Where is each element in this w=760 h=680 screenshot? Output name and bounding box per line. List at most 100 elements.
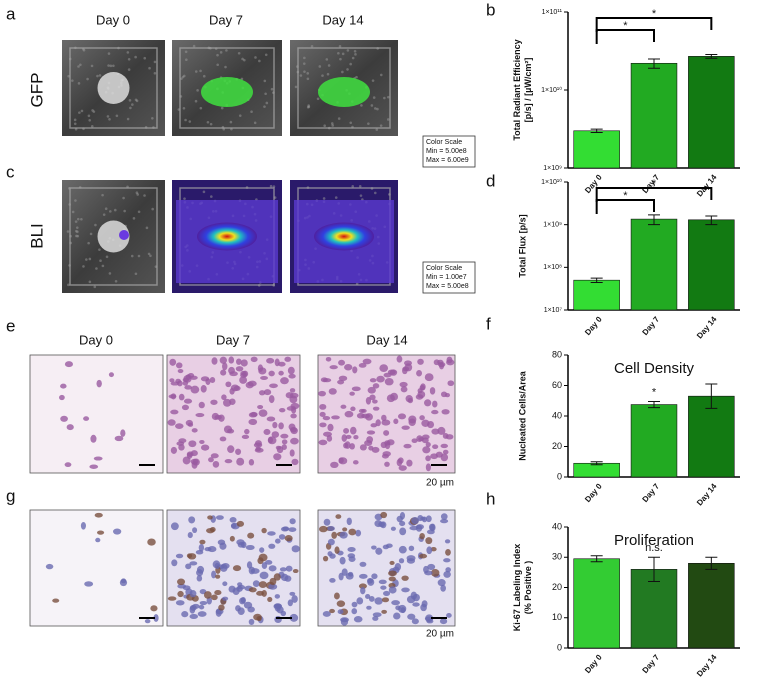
- cell: [370, 423, 378, 428]
- cell: [430, 569, 440, 577]
- cell: [229, 398, 236, 405]
- cell: [398, 465, 407, 471]
- cell: [268, 543, 276, 549]
- cell: [289, 392, 299, 399]
- x-tick-label: Day 7: [641, 314, 662, 337]
- bli-spot: [119, 230, 129, 240]
- cell: [376, 375, 385, 383]
- cell: [318, 390, 326, 397]
- cell: [440, 513, 448, 520]
- cell: [201, 444, 210, 451]
- row-label: BLI: [27, 223, 46, 249]
- cell: [318, 439, 328, 446]
- cell: [327, 423, 334, 432]
- texture: [196, 89, 199, 92]
- cell: [241, 434, 250, 440]
- cell: [228, 366, 235, 375]
- cell: [207, 515, 213, 520]
- cell: [366, 430, 376, 435]
- cell: [263, 428, 271, 435]
- cell: [329, 365, 338, 370]
- cell: [291, 458, 299, 466]
- cell: [273, 573, 281, 581]
- cell: [83, 416, 90, 421]
- cell: [289, 518, 296, 525]
- cell: [222, 596, 229, 601]
- cell: [150, 605, 158, 612]
- cell: [284, 356, 292, 362]
- cell: [197, 611, 207, 617]
- texture: [90, 125, 94, 128]
- cell: [400, 607, 406, 614]
- panel-letter: b: [486, 0, 495, 19]
- x-tick-label: Day 7: [641, 481, 662, 504]
- cell: [372, 383, 380, 389]
- bar: [630, 218, 678, 311]
- color-scale-max: Max = 5.00e8: [426, 283, 469, 290]
- texture: [299, 74, 303, 77]
- texture: [130, 254, 134, 258]
- texture: [104, 207, 108, 211]
- cell: [390, 526, 396, 531]
- cell: [289, 388, 296, 393]
- texture: [147, 252, 151, 256]
- cell: [210, 399, 218, 405]
- bar: [630, 62, 678, 169]
- cell: [255, 446, 261, 452]
- cell: [358, 363, 367, 368]
- gel: [97, 72, 130, 104]
- texture: [375, 128, 379, 131]
- texture: [107, 64, 110, 67]
- cell: [444, 539, 451, 544]
- texture: [91, 109, 94, 112]
- cell: [320, 377, 328, 383]
- texture: [339, 57, 342, 61]
- cell: [273, 453, 282, 461]
- texture: [359, 194, 363, 197]
- texture: [95, 267, 98, 270]
- cell: [322, 611, 331, 617]
- bar: [688, 395, 735, 478]
- cell: [432, 444, 439, 450]
- error-bar: [705, 556, 718, 570]
- texture: [75, 234, 78, 238]
- texture: [183, 197, 186, 200]
- cell: [291, 545, 300, 553]
- cell: [399, 520, 406, 527]
- cell: [384, 440, 391, 446]
- cell: [247, 532, 255, 539]
- texture: [153, 60, 157, 64]
- cell: [206, 527, 215, 534]
- cell: [416, 435, 423, 443]
- cell: [224, 458, 233, 464]
- cell: [393, 612, 401, 620]
- cell: [196, 575, 203, 582]
- x-tick-label: Day 0: [583, 314, 604, 337]
- cell: [64, 462, 72, 468]
- texture: [224, 65, 227, 69]
- cell: [240, 370, 247, 376]
- texture: [148, 66, 151, 70]
- cell: [425, 537, 433, 545]
- texture: [379, 124, 383, 127]
- cell: [250, 411, 258, 417]
- cell: [170, 409, 179, 415]
- texture: [216, 63, 219, 67]
- cell: [394, 563, 402, 571]
- cell: [420, 603, 427, 612]
- cell: [419, 553, 428, 559]
- cell: [406, 558, 416, 564]
- cell: [169, 358, 177, 366]
- cell: [447, 380, 455, 387]
- texture: [346, 68, 349, 71]
- texture: [67, 283, 70, 287]
- texture: [258, 59, 261, 63]
- cell: [365, 594, 371, 599]
- cell: [272, 421, 278, 429]
- cell: [431, 409, 439, 415]
- texture: [192, 44, 196, 48]
- significance-label: *: [623, 190, 628, 202]
- significance-bracket: [595, 187, 713, 202]
- texture: [303, 56, 306, 60]
- cell: [386, 394, 396, 403]
